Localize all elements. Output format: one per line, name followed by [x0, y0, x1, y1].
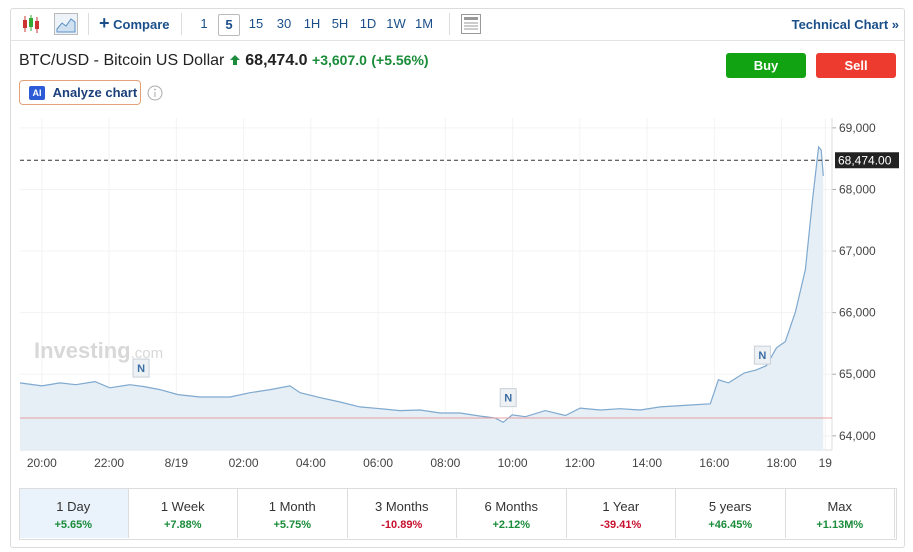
frame [10, 8, 905, 548]
candle-icon[interactable] [20, 13, 42, 35]
interval-button[interactable]: 1W [386, 16, 406, 31]
y-tick-label: 67,000 [839, 244, 876, 258]
quote-header: BTC/USD - Bitcoin US Dollar 68,474.0 +3,… [19, 52, 429, 70]
instrument-title: BTC/USD - Bitcoin US Dollar [19, 52, 225, 69]
up-arrow [229, 55, 240, 65]
area-icon[interactable] [54, 13, 78, 35]
period-cell[interactable]: 6 Months +2.12% [457, 489, 567, 538]
x-tick-label: 06:00 [363, 456, 393, 470]
period-change: -10.89% [381, 519, 423, 531]
period-label: 3 Months [375, 499, 429, 514]
x-tick-label: 19 [819, 456, 833, 470]
interval-button[interactable]: 1M [414, 16, 434, 31]
period-cell[interactable]: 5 years +46.45% [676, 489, 786, 538]
x-tick-label: 14:00 [632, 456, 662, 470]
period-change: +2.12% [492, 519, 531, 531]
x-tick-label: 18:00 [767, 456, 797, 470]
interval-button[interactable]: 5H [331, 16, 349, 31]
y-tick-label: 66,000 [839, 306, 876, 320]
buy-button[interactable]: Buy [726, 53, 806, 78]
x-tick-label: 16:00 [699, 456, 729, 470]
period-cell[interactable]: 1 Month +5.75% [238, 489, 348, 538]
watermark-brand: Investing [34, 338, 131, 363]
news-marker [132, 358, 150, 378]
news-marker-label: N [758, 350, 766, 362]
watermark-suffix: .com [131, 345, 164, 362]
watermark: Investing.com [34, 338, 163, 363]
period-label: 5 years [708, 499, 752, 514]
period-label: 1 Month [268, 499, 316, 514]
change: +3,607.0 [312, 52, 367, 68]
analyze-label: Analyze chart [52, 85, 138, 100]
x-tick-label: 02:00 [229, 456, 259, 470]
period-label: 1 Year [602, 499, 640, 514]
period-change: +1.13M% [816, 519, 864, 531]
analyze-button[interactable]: AI Analyze chart [19, 80, 141, 105]
interval-button[interactable]: 1D [359, 16, 377, 31]
last-price-tag [835, 152, 899, 169]
x-tick-label: 8/19 [165, 456, 189, 470]
interval-button[interactable]: 15 [248, 16, 264, 31]
last-price-label: 68,474.00 [838, 153, 892, 167]
period-label: Max [827, 499, 853, 514]
period-change: +7.88% [163, 519, 202, 531]
change-pct: (+5.56%) [371, 52, 429, 68]
period-change: +46.45% [708, 519, 753, 531]
period-label: 1 Day [56, 499, 91, 514]
table-icon[interactable] [461, 14, 481, 34]
period-cell[interactable]: 1 Day +5.65% [19, 489, 129, 538]
y-tick-label: 68,000 [839, 182, 876, 196]
period-cell[interactable]: 1 Year -39.41% [567, 489, 676, 538]
period-cell[interactable]: Max +1.13M% [786, 489, 895, 538]
x-tick-label: 08:00 [430, 456, 460, 470]
compare-button[interactable]: + Compare [99, 13, 170, 33]
compare-label: Compare [113, 17, 170, 32]
y-tick-label: 64,000 [839, 429, 876, 443]
x-tick-label: 10:00 [498, 456, 528, 470]
separator [88, 13, 89, 35]
news-marker-label: N [504, 393, 512, 405]
period-label: 6 Months [484, 499, 538, 514]
y-tick-label: 69,000 [839, 121, 876, 135]
period-change: +5.75% [273, 519, 312, 531]
x-tick-label: 04:00 [296, 456, 326, 470]
news-marker [499, 388, 517, 408]
news-marker-label: N [137, 363, 145, 375]
separator [181, 13, 182, 35]
info-icon[interactable] [147, 85, 163, 101]
separator [449, 13, 450, 35]
divider [10, 40, 905, 41]
interval-button[interactable]: 30 [276, 16, 292, 31]
x-tick-label: 20:00 [27, 456, 57, 470]
period-change: +5.65% [54, 519, 93, 531]
x-tick-label: 12:00 [565, 456, 595, 470]
interval-button[interactable]: 5 [218, 14, 240, 36]
period-cell[interactable]: 1 Week +7.88% [129, 489, 238, 538]
interval-button[interactable]: 1H [303, 16, 321, 31]
technical-chart-link[interactable]: Technical Chart » [791, 17, 899, 32]
news-marker [753, 345, 771, 365]
interval-button[interactable]: 1 [200, 16, 208, 31]
period-label: 1 Week [160, 499, 205, 514]
y-tick-label: 65,000 [839, 367, 876, 381]
period-cell[interactable]: 3 Months -10.89% [348, 489, 457, 538]
price: 68,474.0 [245, 52, 308, 69]
area-fill [20, 146, 824, 450]
x-tick-label: 22:00 [94, 456, 124, 470]
sell-button[interactable]: Sell [816, 53, 896, 78]
ai-badge: AI [29, 86, 45, 100]
period-change: -39.41% [600, 519, 642, 531]
